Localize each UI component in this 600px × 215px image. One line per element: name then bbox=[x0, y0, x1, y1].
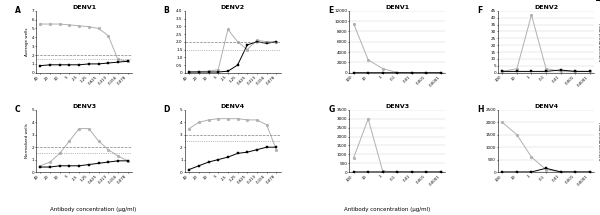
Text: C: C bbox=[15, 105, 20, 114]
Text: A: A bbox=[15, 6, 21, 15]
Title: DENV1: DENV1 bbox=[385, 5, 409, 10]
Text: H: H bbox=[477, 105, 484, 114]
Y-axis label: Fold Enhancement: Fold Enhancement bbox=[597, 122, 600, 160]
Legend: B089 IgG, ADY9Q B089 IgG: B089 IgG, ADY9Q B089 IgG bbox=[595, 0, 600, 4]
Title: DENV3: DENV3 bbox=[385, 104, 409, 109]
Title: DENV2: DENV2 bbox=[221, 5, 245, 10]
Text: B: B bbox=[164, 6, 169, 15]
Text: G: G bbox=[328, 105, 334, 114]
Title: DENV4: DENV4 bbox=[534, 104, 558, 109]
Y-axis label: Average wells: Average wells bbox=[25, 28, 29, 56]
Text: Antibody concentration (μg/ml): Antibody concentration (μg/ml) bbox=[344, 207, 430, 212]
Text: F: F bbox=[477, 6, 482, 15]
Title: DENV1: DENV1 bbox=[72, 5, 96, 10]
Title: DENV2: DENV2 bbox=[534, 5, 558, 10]
Text: D: D bbox=[164, 105, 170, 114]
Y-axis label: Normalized wells: Normalized wells bbox=[25, 124, 29, 158]
Title: DENV4: DENV4 bbox=[221, 104, 245, 109]
Text: E: E bbox=[328, 6, 334, 15]
Y-axis label: Fold Enhancement: Fold Enhancement bbox=[597, 23, 600, 61]
Text: Antibody concentration (μg/ml): Antibody concentration (μg/ml) bbox=[50, 207, 136, 212]
Title: DENV3: DENV3 bbox=[72, 104, 96, 109]
